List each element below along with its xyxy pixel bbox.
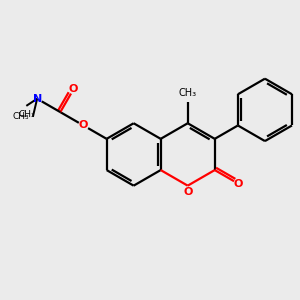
Text: CH₃: CH₃ (18, 110, 34, 119)
Text: O: O (234, 179, 243, 189)
Text: CH₃: CH₃ (13, 112, 29, 121)
Text: O: O (183, 187, 192, 197)
Text: O: O (69, 84, 78, 94)
Text: CH₃: CH₃ (178, 88, 197, 98)
Text: O: O (79, 121, 88, 130)
Text: N: N (32, 94, 42, 104)
